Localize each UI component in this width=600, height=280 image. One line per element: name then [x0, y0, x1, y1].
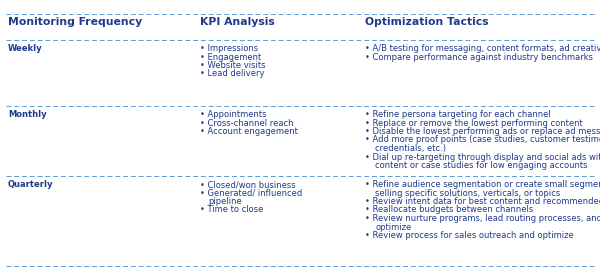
Text: selling specific solutions, verticals, or topics: selling specific solutions, verticals, o… [375, 188, 560, 197]
Text: • Lead delivery: • Lead delivery [200, 69, 265, 78]
Text: • Add more proof points (case studies, customer testimonials, award: • Add more proof points (case studies, c… [365, 136, 600, 144]
Text: • Review nurture programs, lead routing processes, and MAP scoring, and: • Review nurture programs, lead routing … [365, 214, 600, 223]
Text: • A/B testing for messaging, content formats, ad creative: • A/B testing for messaging, content for… [365, 44, 600, 53]
Text: • Review intent data for best content and recommended topics: • Review intent data for best content an… [365, 197, 600, 206]
Text: • Refine audience segmentation or create small segments to focus on: • Refine audience segmentation or create… [365, 180, 600, 189]
Text: • Dial up re-targeting through display and social ads with educational: • Dial up re-targeting through display a… [365, 153, 600, 162]
Text: • Compare performance against industry benchmarks: • Compare performance against industry b… [365, 53, 593, 62]
Text: • Impressions: • Impressions [200, 44, 258, 53]
Text: content or case studies for low engaging accounts: content or case studies for low engaging… [375, 161, 587, 170]
Text: • Closed/won business: • Closed/won business [200, 180, 296, 189]
Text: Optimization Tactics: Optimization Tactics [365, 17, 488, 27]
Text: KPI Analysis: KPI Analysis [200, 17, 275, 27]
Text: credentials, etc.): credentials, etc.) [375, 144, 446, 153]
Text: Weekly: Weekly [8, 44, 43, 53]
Text: • Time to close: • Time to close [200, 206, 263, 214]
Text: • Disable the lowest performing ads or replace ad message: • Disable the lowest performing ads or r… [365, 127, 600, 136]
Text: • Generated/ influenced: • Generated/ influenced [200, 188, 302, 197]
Text: • Review process for sales outreach and optimize: • Review process for sales outreach and … [365, 231, 574, 240]
Text: • Engagement: • Engagement [200, 53, 261, 62]
Text: pipeline: pipeline [208, 197, 242, 206]
Text: Monthly: Monthly [8, 110, 47, 119]
Text: • Account engagement: • Account engagement [200, 127, 298, 136]
Text: • Website visits: • Website visits [200, 61, 265, 70]
Text: optimize: optimize [375, 223, 411, 232]
Text: • Refine persona targeting for each channel: • Refine persona targeting for each chan… [365, 110, 551, 119]
Text: • Reallocate budgets between channels: • Reallocate budgets between channels [365, 206, 533, 214]
Text: Quarterly: Quarterly [8, 180, 53, 189]
Text: • Replace or remove the lowest performing content: • Replace or remove the lowest performin… [365, 118, 583, 127]
Text: • Cross-channel reach: • Cross-channel reach [200, 118, 293, 127]
Text: • Appointments: • Appointments [200, 110, 266, 119]
Text: Monitoring Frequency: Monitoring Frequency [8, 17, 142, 27]
